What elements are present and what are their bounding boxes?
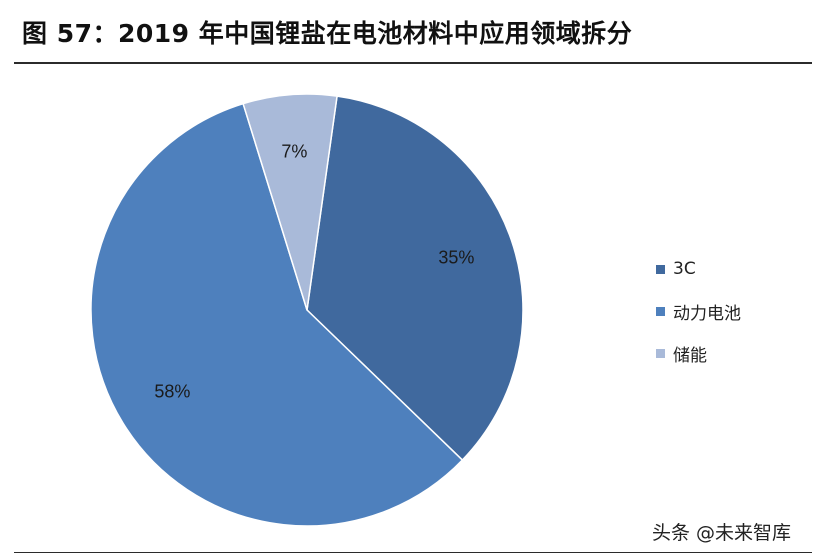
legend-label-energy-storage: 储能 — [673, 345, 707, 366]
chart-legend: 3C 动力电池 储能 — [656, 258, 741, 384]
figure-title: 图 57：2019 年中国锂盐在电池材料中应用领域拆分 — [22, 19, 633, 48]
watermark: 头条 @未来智库 — [652, 522, 792, 544]
data-label-3c: 35% — [438, 247, 474, 267]
legend-item-energy-storage: 储能 — [656, 342, 741, 366]
pie-slice-energy-storage — [242, 93, 338, 311]
data-label-power-battery: 58% — [154, 382, 190, 402]
data-label-energy-storage: 7% — [281, 141, 307, 161]
legend-item-power-battery: 动力电池 — [656, 300, 741, 324]
bottom-rule — [14, 552, 812, 553]
title-rule — [14, 62, 812, 64]
legend-label-3c: 3C — [673, 259, 696, 279]
pie-slice-3c — [306, 95, 524, 462]
legend-swatch-power-battery — [656, 306, 665, 316]
legend-item-3c: 3C — [656, 258, 741, 280]
legend-label-power-battery: 动力电池 — [673, 303, 741, 324]
legend-swatch-3c — [656, 264, 665, 274]
legend-swatch-energy-storage — [656, 348, 665, 358]
pie-slice-power-battery — [90, 102, 464, 527]
